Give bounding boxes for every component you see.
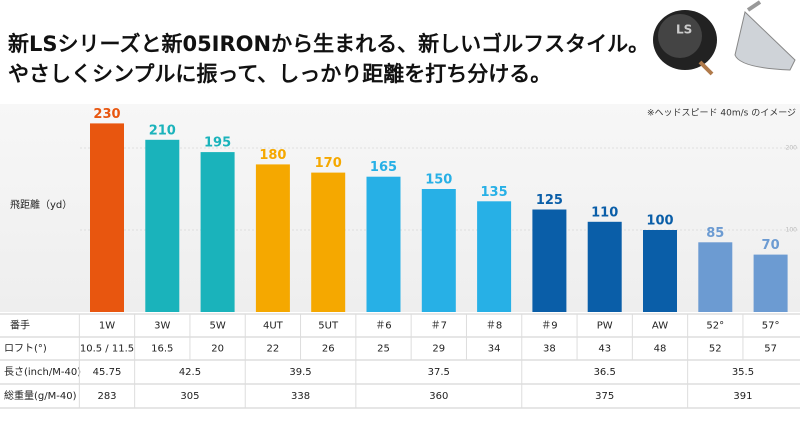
table-cell: 39.5 — [289, 367, 311, 378]
bar — [421, 189, 456, 312]
x-tick-label: 3W — [154, 321, 170, 332]
value-label: 70 — [762, 238, 780, 253]
table-cell: 57 — [764, 344, 777, 355]
value-label: 195 — [204, 136, 231, 151]
x-tick-label: ＃8 — [486, 320, 502, 332]
table-cell: 16.5 — [151, 344, 173, 355]
bar — [145, 139, 180, 312]
table-cell: 29 — [432, 344, 445, 355]
table-cell: 391 — [733, 391, 752, 402]
bar — [255, 164, 290, 312]
bar — [90, 123, 124, 313]
table-cell: 42.5 — [179, 367, 201, 378]
x-tick-label: 52° — [706, 321, 724, 332]
x-tick-label: AW — [652, 321, 668, 332]
y-axis-label: 飛距離（yd） — [10, 198, 72, 211]
value-label: 100 — [646, 214, 673, 229]
x-tick-label: 1W — [99, 321, 115, 332]
x-tick-label: ＃6 — [375, 320, 391, 332]
table-cell: 25 — [377, 344, 390, 355]
table-cell: 283 — [97, 391, 116, 402]
note: ※ヘッドスピード 40m/s のイメージ — [647, 108, 796, 119]
value-label: 110 — [591, 205, 618, 220]
bar — [532, 209, 567, 312]
value-label: 165 — [370, 160, 397, 175]
title-line: やさしくシンプルに振って、しっかり距離を打ち分ける。 — [8, 62, 551, 86]
table-cell: 20 — [211, 344, 224, 355]
table-cell: 48 — [654, 344, 667, 355]
bar — [477, 201, 512, 312]
row-label: 番手 — [10, 319, 30, 332]
bar — [200, 152, 235, 312]
table-cell: 26 — [322, 344, 335, 355]
y-tick-label: 100 — [786, 227, 798, 234]
club-image: LS — [653, 0, 796, 76]
table-cell: 10.5 / 11.5 — [80, 344, 134, 355]
table-cell: 36.5 — [594, 367, 616, 378]
value-label: 170 — [315, 156, 342, 171]
table-cell: 37.5 — [428, 367, 450, 378]
x-tick-label: PW — [597, 321, 613, 332]
bar — [698, 242, 733, 312]
row-label: 総重量(g/M-40) — [4, 389, 77, 402]
value-label: 230 — [93, 107, 120, 122]
bar — [643, 230, 677, 312]
table-cell: 52 — [709, 344, 722, 355]
title-line: 新LSシリーズと新05IRONから生まれる、新しいゴルフスタイル。 — [8, 32, 649, 56]
x-tick-label: 4UT — [263, 321, 284, 332]
value-label: 135 — [481, 185, 508, 200]
bar — [587, 221, 622, 312]
row-label: 長さ(inch/M-40) — [4, 366, 81, 378]
table-cell: 34 — [488, 344, 501, 355]
y-tick-label: 200 — [786, 145, 798, 152]
table-cell: 38 — [543, 344, 556, 355]
bar — [753, 254, 788, 312]
svg-text:LS: LS — [676, 23, 692, 37]
bar — [366, 176, 401, 312]
table-cell: 35.5 — [732, 367, 754, 378]
x-tick-label: 5UT — [318, 321, 339, 332]
value-label: 150 — [425, 173, 452, 188]
table-cell: 45.75 — [93, 367, 122, 378]
value-label: 85 — [706, 226, 724, 241]
value-label: 125 — [536, 193, 563, 208]
row-label: ロフト(°) — [4, 344, 47, 355]
table-cell: 360 — [429, 391, 448, 402]
value-label: 210 — [149, 123, 176, 138]
x-tick-label: ＃9 — [541, 320, 557, 332]
table-cell: 305 — [180, 391, 199, 402]
table-cell: 375 — [595, 391, 614, 402]
table-cell: 43 — [598, 344, 611, 355]
value-label: 180 — [259, 148, 286, 163]
table-cell: 22 — [267, 344, 280, 355]
table-cell: 338 — [291, 391, 310, 402]
x-tick-label: ＃7 — [431, 320, 447, 332]
x-tick-label: 57° — [762, 321, 780, 332]
x-tick-label: 5W — [209, 321, 225, 332]
bar — [311, 172, 346, 312]
